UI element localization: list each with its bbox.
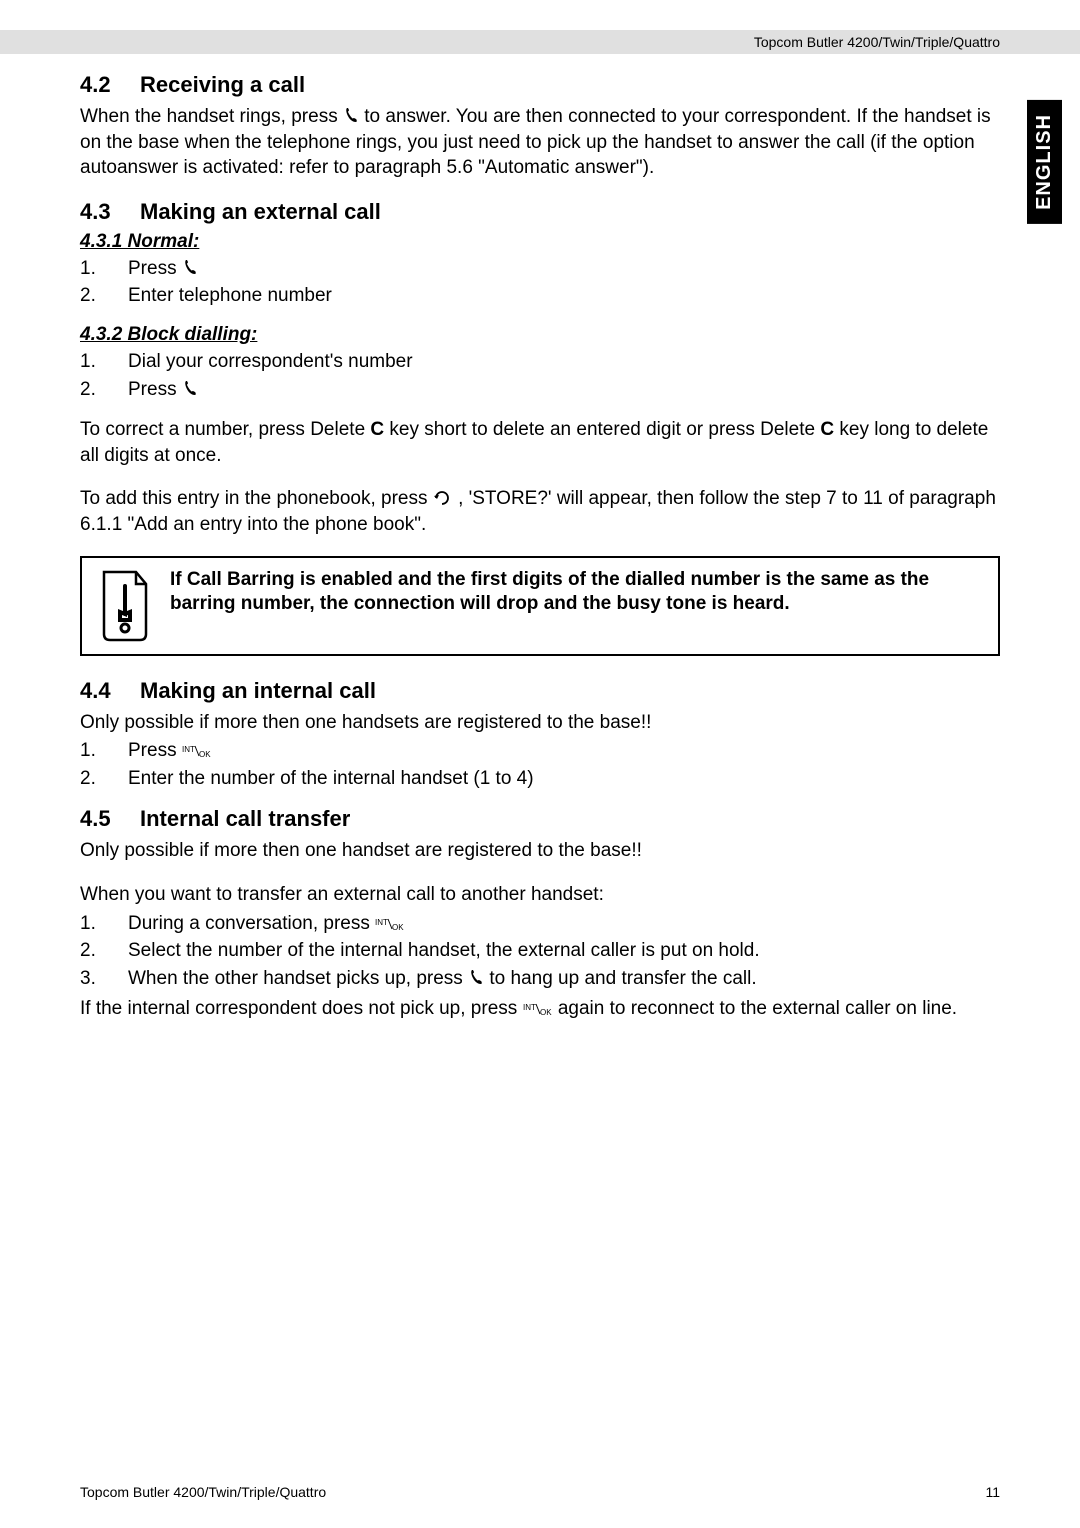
svg-text:INT: INT bbox=[375, 918, 388, 927]
section-title: Making an internal call bbox=[140, 678, 376, 703]
svg-text:OK: OK bbox=[540, 1008, 552, 1016]
page-footer: Topcom Butler 4200/Twin/Triple/Quattro 1… bbox=[80, 1484, 1000, 1500]
sub-4-3-2: 4.3.2 Block dialling: bbox=[80, 324, 1000, 346]
list-item: 1.During a conversation, press INTOK bbox=[80, 910, 1000, 938]
store-note: To add this entry in the phonebook, pres… bbox=[80, 486, 1000, 537]
svg-text:INT: INT bbox=[182, 745, 195, 754]
doc-title: Topcom Butler 4200/Twin/Triple/Quattro bbox=[754, 34, 1000, 50]
section-4-5-heading: 4.5Internal call transfer bbox=[80, 806, 1000, 832]
phone-icon bbox=[343, 106, 359, 124]
list-4-5: 1.During a conversation, press INTOK 2.S… bbox=[80, 910, 1000, 993]
delete-note: To correct a number, press Delete C key … bbox=[80, 417, 1000, 468]
list-item: 1.Press bbox=[80, 255, 1000, 283]
list-item: 1.Dial your correspondent's number bbox=[80, 348, 1000, 376]
warning-callout: If Call Barring is enabled and the first… bbox=[80, 556, 1000, 656]
list-4-3-1: 1.Press 2.Enter telephone number bbox=[80, 255, 1000, 310]
list-item: 3.When the other handset picks up, press… bbox=[80, 965, 1000, 993]
section-4-5-lead: When you want to transfer an external ca… bbox=[80, 882, 1000, 908]
svg-text:OK: OK bbox=[199, 750, 211, 758]
phone-icon bbox=[468, 968, 484, 986]
section-4-4-heading: 4.4Making an internal call bbox=[80, 678, 1000, 704]
section-4-3-heading: 4.3Making an external call bbox=[80, 199, 1000, 225]
svg-text:INT: INT bbox=[523, 1003, 536, 1012]
section-4-4-intro: Only possible if more then one handsets … bbox=[80, 710, 1000, 736]
svg-text:OK: OK bbox=[392, 923, 404, 931]
section-num: 4.2 bbox=[80, 72, 140, 98]
section-num: 4.3 bbox=[80, 199, 140, 225]
section-4-2-body: When the handset rings, press to answer.… bbox=[80, 104, 1000, 181]
phone-icon bbox=[182, 379, 198, 397]
int-ok-icon: INT OK bbox=[523, 1002, 553, 1016]
int-ok-icon: INT OK bbox=[182, 744, 212, 758]
redial-icon bbox=[433, 490, 453, 506]
section-title: Making an external call bbox=[140, 199, 381, 224]
section-title: Receiving a call bbox=[140, 72, 305, 97]
note-icon bbox=[96, 568, 152, 644]
footer-left: Topcom Butler 4200/Twin/Triple/Quattro bbox=[80, 1484, 326, 1500]
section-4-5-intro: Only possible if more then one handset a… bbox=[80, 838, 1000, 864]
list-item: 2.Select the number of the internal hand… bbox=[80, 937, 1000, 965]
list-item: 2.Press bbox=[80, 376, 1000, 404]
list-4-4: 1.Press INTOK 2.Enter the number of the … bbox=[80, 737, 1000, 792]
section-num: 4.4 bbox=[80, 678, 140, 704]
list-4-3-2: 1.Dial your correspondent's number 2.Pre… bbox=[80, 348, 1000, 403]
section-title: Internal call transfer bbox=[140, 806, 350, 831]
language-tab: ENGLISH bbox=[1027, 100, 1062, 224]
section-4-2-heading: 4.2Receiving a call bbox=[80, 72, 1000, 98]
list-item: 2.Enter the number of the internal hands… bbox=[80, 765, 1000, 793]
section-num: 4.5 bbox=[80, 806, 140, 832]
section-4-5-tail: If the internal correspondent does not p… bbox=[80, 996, 1000, 1022]
header-bar: Topcom Butler 4200/Twin/Triple/Quattro bbox=[0, 30, 1080, 54]
phone-icon bbox=[182, 258, 198, 276]
callout-text: If Call Barring is enabled and the first… bbox=[170, 568, 984, 617]
footer-page: 11 bbox=[985, 1484, 1000, 1500]
list-item: 2.Enter telephone number bbox=[80, 282, 1000, 310]
int-ok-icon: INT OK bbox=[375, 917, 405, 931]
list-item: 1.Press INTOK bbox=[80, 737, 1000, 765]
sub-4-3-1: 4.3.1 Normal: bbox=[80, 231, 1000, 253]
